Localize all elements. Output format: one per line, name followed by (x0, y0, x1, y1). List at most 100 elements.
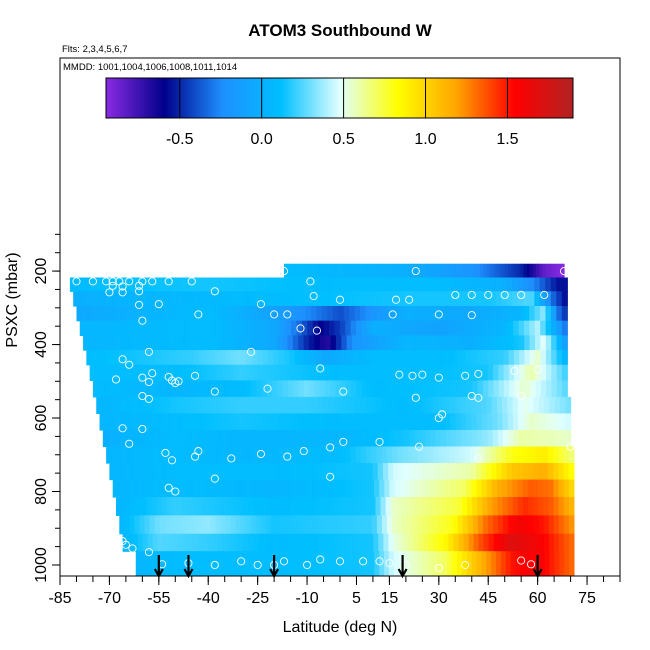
x-tick-label: -40 (197, 590, 220, 607)
field-cell (193, 291, 201, 307)
field-cell (117, 320, 124, 336)
field-cell (534, 305, 541, 322)
field-cell (158, 446, 164, 464)
field-cell (227, 497, 234, 516)
field-cell (384, 335, 391, 351)
field-cell (403, 413, 409, 431)
field-cell (491, 335, 498, 351)
field-cell (381, 364, 388, 381)
field-cell (185, 277, 193, 292)
field-cell (364, 551, 371, 576)
field-cell (180, 277, 187, 292)
field-cell (392, 413, 399, 431)
field-cell (511, 263, 515, 279)
field-cell (386, 291, 393, 307)
field-cell (203, 551, 210, 576)
field-cell (477, 515, 484, 535)
observation-point (191, 371, 200, 380)
field-cell (301, 320, 308, 336)
field-cell (160, 551, 166, 576)
field-cell (425, 479, 432, 498)
field-cell (306, 551, 312, 576)
observation-point (194, 310, 203, 319)
field-cell (158, 277, 165, 292)
field-cell (243, 463, 250, 481)
field-cell (241, 350, 248, 366)
field-cell (539, 277, 546, 292)
field-cell (476, 263, 481, 279)
field-cell (356, 380, 363, 398)
observation-point (135, 300, 144, 309)
field-cell (330, 551, 336, 576)
field-cell (497, 350, 504, 366)
field-cell (491, 320, 498, 336)
field-cell (268, 533, 274, 552)
field-cell (237, 291, 244, 307)
field-cell (303, 335, 310, 351)
field-cell (330, 380, 336, 398)
field-cell (275, 396, 282, 415)
field-cell (553, 497, 560, 516)
field-cell (560, 396, 566, 415)
field-cell (236, 320, 243, 336)
field-cell (447, 551, 453, 576)
field-cell (547, 446, 554, 464)
field-cell (119, 515, 125, 535)
field-cell (299, 263, 304, 279)
field-cell (140, 380, 147, 398)
field-cell (243, 291, 250, 307)
field-cell (145, 350, 152, 366)
field-cell (289, 350, 296, 366)
observation-point (237, 557, 246, 566)
field-cell (486, 396, 493, 415)
field-cell (380, 263, 385, 279)
field-cell (117, 396, 124, 415)
field-cell (503, 364, 510, 381)
field-cell (201, 364, 208, 381)
field-cell (209, 320, 216, 336)
field-cell (287, 380, 294, 398)
y-tick-label: 800 (33, 478, 50, 505)
field-cell (139, 291, 146, 307)
observation-point (296, 324, 305, 333)
field-cell (506, 463, 513, 481)
field-cell (443, 533, 450, 552)
field-cell (403, 551, 409, 576)
field-cell (328, 396, 335, 415)
field-cell (498, 263, 503, 279)
field-cell (463, 533, 470, 552)
observation-point (306, 277, 315, 286)
observation-point (135, 281, 144, 290)
field-cell (458, 320, 465, 336)
field-cell (232, 364, 239, 381)
field-cell (404, 320, 411, 336)
field-cell (116, 446, 123, 464)
field-cell (108, 380, 115, 398)
observation-point (108, 277, 117, 286)
field-cell (379, 277, 386, 292)
field-cell (378, 335, 385, 351)
field-cell (502, 413, 509, 431)
field-cell (349, 396, 356, 415)
field-cell (153, 479, 160, 498)
field-cell (424, 380, 431, 398)
field-cell (179, 335, 186, 351)
field-cell (251, 380, 257, 398)
field-cell (376, 305, 383, 322)
field-cell (426, 320, 433, 336)
field-cell (373, 277, 380, 292)
field-cell (455, 350, 462, 366)
field-cell (185, 305, 192, 322)
field-cell (461, 380, 468, 398)
field-cell (86, 277, 93, 292)
field-cell (365, 364, 372, 381)
field-cell (89, 364, 96, 381)
field-cell (427, 263, 431, 279)
field-cell (405, 263, 410, 279)
field-cell (391, 446, 398, 464)
field-cell (183, 413, 190, 431)
field-cell (122, 291, 129, 307)
field-cell (219, 413, 226, 431)
field-cell (133, 320, 140, 336)
field-cell (286, 364, 292, 381)
